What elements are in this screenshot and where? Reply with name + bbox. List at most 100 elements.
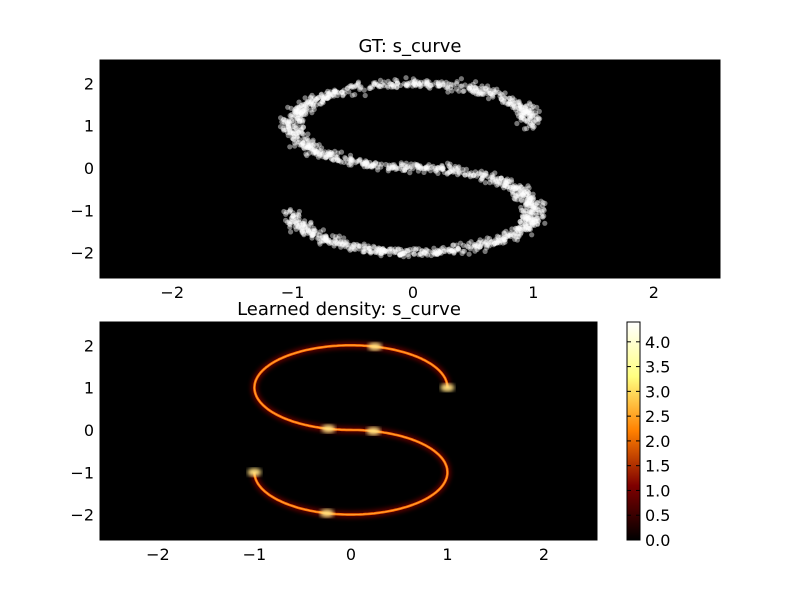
gt-point [308,142,314,148]
gt-point [425,81,431,87]
gt-point [321,97,327,103]
gt-point [518,184,524,190]
gt-point [531,119,537,125]
gt-point [309,235,315,241]
gt-point [498,175,504,181]
gt-point [503,177,509,183]
gt-point [304,107,310,113]
gt-point [296,219,302,225]
gt-point [466,85,472,91]
gt-point [480,91,486,97]
gt-point [498,175,504,181]
gt-point [289,130,295,136]
gt-point [508,233,514,240]
gt-point [532,204,538,210]
gt-point [308,146,314,152]
gt-point [378,251,384,257]
gt-point [333,234,339,240]
gt-point [292,108,299,114]
gt-point [355,82,361,88]
gt-point [369,162,376,168]
gt-point [298,110,304,116]
gt-point [441,169,447,175]
gt-point [300,101,306,108]
gt-point [534,200,540,206]
gt-point [468,170,474,176]
gt-point [525,200,532,206]
gt-point [526,215,532,221]
gt-point [390,84,397,90]
gt-point [520,224,526,230]
gt-point [540,214,546,220]
gt-point [369,164,375,170]
gt-point [526,193,532,199]
gt-point [432,165,438,171]
gt-point [437,249,443,255]
gt-point [384,248,390,255]
gt-point [327,152,333,158]
gt-point [294,104,300,110]
gt-point [536,209,543,215]
gt-point [530,196,537,202]
gt-point [292,224,298,230]
density-frame [99,321,598,541]
gt-point [528,214,534,220]
gt-point [542,220,548,226]
gt-point [528,111,534,117]
gt-point [389,165,395,171]
gt-point [330,233,336,239]
gt-point [515,105,522,111]
gt-point [518,184,524,190]
gt-point [302,95,308,101]
gt-point [385,83,391,89]
gt-point [540,206,547,212]
gt-point [460,248,466,254]
gt-point [287,208,293,214]
gt-point [400,167,406,173]
gt-point [518,228,524,234]
gt-xtick-label: −1 [281,283,305,302]
gt-point [515,99,521,105]
gt-point [478,171,484,177]
gt-point [522,221,528,227]
gt-point [526,115,532,121]
gt-point [342,155,348,161]
gt-point [480,91,486,97]
gt-point [533,110,539,116]
gt-point [313,151,319,157]
gt-point [311,146,318,153]
gt-point [474,173,480,179]
gt-point [440,80,446,87]
gt-point [515,191,522,197]
gt-point [531,205,537,211]
gt-point [400,162,406,168]
gt-point [445,85,451,91]
gt-point [347,156,353,162]
gt-point [524,215,530,221]
gt-point [498,237,504,243]
gt-point [340,93,346,99]
gt-point [525,217,532,223]
gt-point [405,81,411,87]
gt-point [338,159,344,165]
gt-point [403,160,409,166]
gt-point [504,178,510,184]
gt-point [284,129,290,136]
gt-point [335,90,341,96]
gt-point [293,125,299,131]
gt-point [415,162,421,168]
density-hotspot [367,342,382,351]
gt-point [418,83,424,89]
gt-point [338,239,344,245]
gt-point [497,93,503,99]
gt-point [529,232,535,238]
gt-point [439,165,446,172]
gt-point [300,222,306,228]
gt-point [516,113,522,119]
gt-point [509,98,515,104]
gt-point [519,104,525,110]
gt-point [496,179,502,185]
gt-point [517,102,523,109]
gt-point [378,83,384,90]
gt-point [283,117,289,123]
